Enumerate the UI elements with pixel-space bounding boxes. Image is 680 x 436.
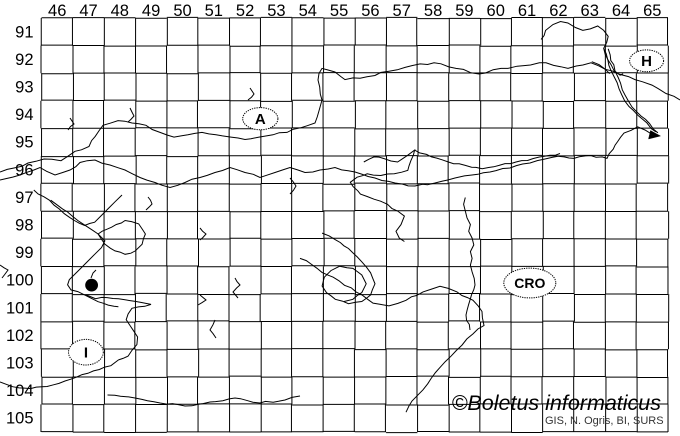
svg-text:56: 56 — [361, 2, 379, 20]
svg-text:58: 58 — [424, 2, 442, 20]
svg-text:64: 64 — [612, 2, 630, 20]
svg-text:CRO: CRO — [514, 275, 545, 291]
svg-text:60: 60 — [487, 2, 505, 20]
svg-text:103: 103 — [6, 355, 34, 373]
svg-text:55: 55 — [330, 2, 348, 20]
svg-text:48: 48 — [111, 2, 129, 20]
svg-text:I: I — [84, 344, 88, 361]
svg-text:104: 104 — [6, 382, 34, 400]
svg-text:100: 100 — [6, 272, 34, 290]
svg-text:98: 98 — [15, 217, 33, 235]
svg-text:H: H — [641, 53, 652, 70]
svg-text:©Boletus informaticus: ©Boletus informaticus — [452, 391, 662, 415]
svg-text:102: 102 — [6, 327, 34, 345]
svg-text:94: 94 — [15, 106, 33, 124]
svg-text:97: 97 — [15, 189, 33, 207]
svg-text:59: 59 — [455, 2, 473, 20]
svg-text:101: 101 — [6, 299, 34, 317]
svg-text:47: 47 — [79, 2, 97, 20]
svg-text:93: 93 — [15, 79, 33, 97]
svg-text:65: 65 — [643, 2, 661, 20]
svg-text:54: 54 — [299, 2, 317, 20]
svg-text:57: 57 — [393, 2, 411, 20]
svg-text:A: A — [255, 111, 266, 128]
svg-text:91: 91 — [15, 23, 33, 41]
svg-text:105: 105 — [6, 410, 34, 428]
svg-text:52: 52 — [236, 2, 254, 20]
svg-text:46: 46 — [48, 2, 66, 20]
svg-text:51: 51 — [205, 2, 223, 20]
svg-text:63: 63 — [581, 2, 599, 20]
svg-text:49: 49 — [142, 2, 160, 20]
svg-text:99: 99 — [15, 244, 33, 262]
svg-text:GIS, N. Ogris, BI, SURS: GIS, N. Ogris, BI, SURS — [545, 415, 664, 427]
svg-text:53: 53 — [267, 2, 285, 20]
svg-text:92: 92 — [15, 51, 33, 69]
svg-text:96: 96 — [15, 161, 33, 179]
svg-text:95: 95 — [15, 134, 33, 152]
svg-text:50: 50 — [173, 2, 191, 20]
svg-text:61: 61 — [518, 2, 536, 20]
svg-text:62: 62 — [549, 2, 567, 20]
